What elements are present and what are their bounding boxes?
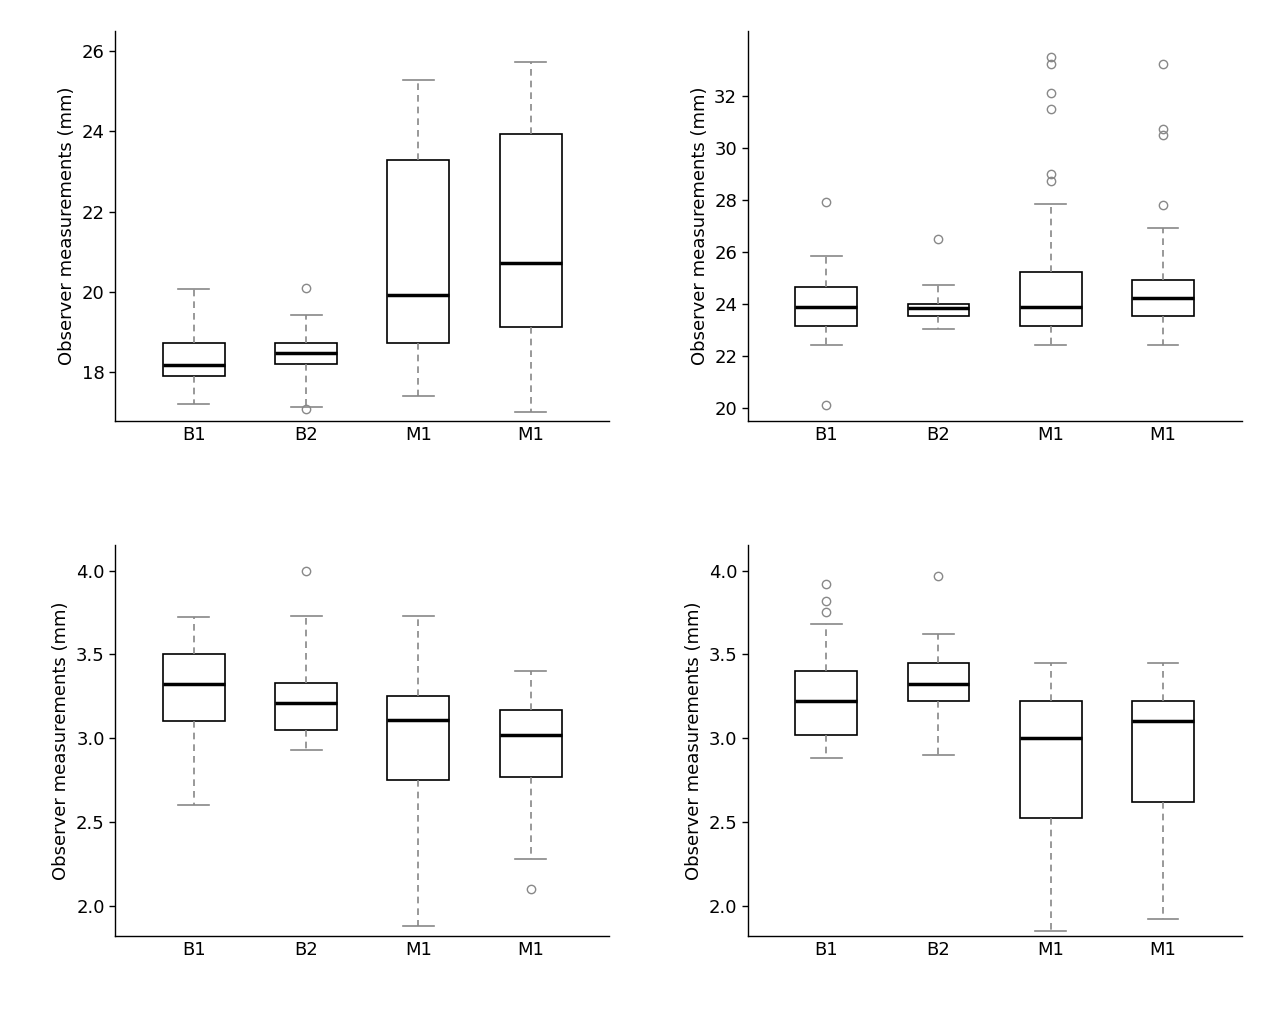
Y-axis label: Observer measurements (mm): Observer measurements (mm)	[691, 86, 709, 365]
PathPatch shape	[388, 697, 449, 780]
PathPatch shape	[163, 654, 225, 721]
PathPatch shape	[1020, 701, 1082, 819]
Y-axis label: Observer measurements (mm): Observer measurements (mm)	[52, 601, 70, 880]
PathPatch shape	[499, 710, 562, 777]
Y-axis label: Observer measurements (mm): Observer measurements (mm)	[685, 601, 703, 880]
PathPatch shape	[275, 682, 337, 729]
PathPatch shape	[908, 304, 969, 316]
PathPatch shape	[795, 671, 858, 734]
PathPatch shape	[388, 160, 449, 344]
PathPatch shape	[1132, 701, 1194, 801]
Y-axis label: Observer measurements (mm): Observer measurements (mm)	[58, 86, 77, 365]
PathPatch shape	[1132, 280, 1194, 316]
PathPatch shape	[499, 134, 562, 327]
PathPatch shape	[275, 343, 337, 363]
PathPatch shape	[1020, 272, 1082, 326]
PathPatch shape	[795, 288, 858, 326]
PathPatch shape	[163, 343, 225, 375]
PathPatch shape	[908, 663, 969, 701]
